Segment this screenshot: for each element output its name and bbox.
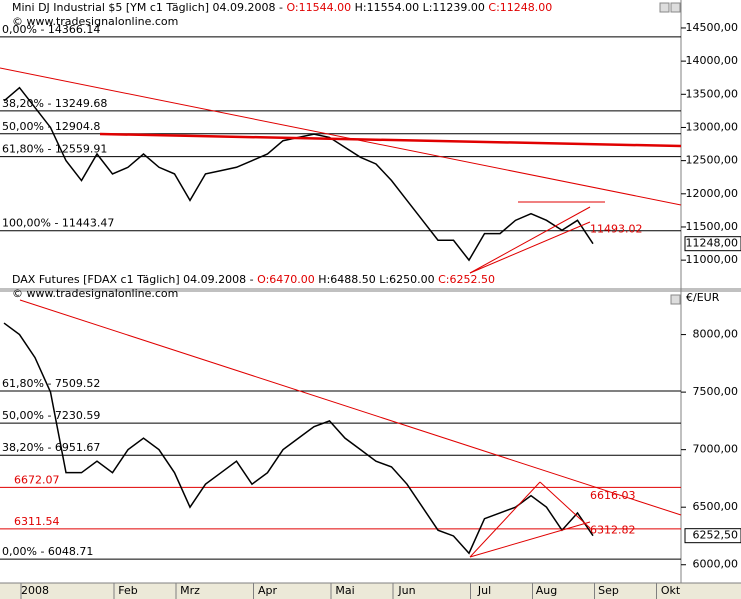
price-note: 6312.82 xyxy=(590,524,636,537)
last-price-label: 11248,00 xyxy=(686,237,739,250)
y-tick-label: 6000,00 xyxy=(693,558,739,571)
panel-button[interactable] xyxy=(670,294,681,305)
watermark: © www.tradesignalonline.com xyxy=(12,287,178,300)
trend-line xyxy=(469,221,591,274)
y-tick-label: 14500,00 xyxy=(686,21,739,34)
header-part: DAX Futures [FDAX c1 Täglich] 04.09.2008… xyxy=(12,273,257,286)
x-tick-label: Apr xyxy=(258,584,278,597)
y-tick-label: 14000,00 xyxy=(686,54,739,67)
fib-label: 50,00% - 7230.59 xyxy=(2,409,100,422)
header-part: O:6470.00 xyxy=(257,273,315,286)
header-part: C:11248.00 xyxy=(488,1,552,14)
header-part: H:11554.00 L:11239.00 xyxy=(351,1,488,14)
y-tick-label: 8000,00 xyxy=(693,328,739,341)
chart-header: DAX Futures [FDAX c1 Täglich] 04.09.2008… xyxy=(12,273,495,286)
price-line xyxy=(3,322,594,555)
x-tick-label: 2008 xyxy=(21,584,49,597)
y-tick-label: 11000,00 xyxy=(686,253,739,266)
x-tick-label: Mrz xyxy=(180,584,200,597)
fib-label: 61,80% - 12559.91 xyxy=(2,143,107,156)
fib-label: 38,20% - 13249.68 xyxy=(2,97,107,110)
panel-button[interactable] xyxy=(659,2,670,13)
y-tick-label: 11500,00 xyxy=(686,220,739,233)
last-price-label: 6252,50 xyxy=(693,529,739,542)
x-tick-label: Jun xyxy=(397,584,415,597)
x-tick-label: Mai xyxy=(335,584,354,597)
header-part: Mini DJ Industrial $5 [YM c1 Täglich] 04… xyxy=(12,1,286,14)
watermark: © www.tradesignalonline.com xyxy=(12,15,178,28)
time-axis xyxy=(0,583,741,599)
header-part: H:6488.50 L:6250.00 xyxy=(315,273,438,286)
support-label: 6672.07 xyxy=(14,473,60,486)
trend-line xyxy=(469,521,591,558)
last-price-box xyxy=(684,528,741,544)
header-part: C:6252.50 xyxy=(438,273,495,286)
trend-line xyxy=(469,206,591,274)
axis-unit: €/EUR xyxy=(686,291,720,304)
fib-label: 38,20% - 6951.67 xyxy=(2,441,100,454)
y-tick-label: 12500,00 xyxy=(686,154,739,167)
panel-separator xyxy=(0,288,741,292)
fib-label: 0,00% - 6048.71 xyxy=(2,545,93,558)
support-label: 6311.54 xyxy=(14,515,60,528)
y-tick-label: 13500,00 xyxy=(686,87,739,100)
fib-label: 100,00% - 11443.47 xyxy=(2,217,114,230)
y-tick-label: 12000,00 xyxy=(686,187,739,200)
panel-button[interactable] xyxy=(670,2,681,13)
fib-label: 0,00% - 14366.14 xyxy=(2,23,100,36)
trend-line xyxy=(19,299,682,516)
last-price-box xyxy=(684,236,741,252)
price-note: 6616.03 xyxy=(590,489,636,502)
y-tick-label: 13000,00 xyxy=(686,120,739,133)
y-tick-label: 7000,00 xyxy=(693,443,739,456)
y-tick-label: 6500,00 xyxy=(693,500,739,513)
chart-header: Mini DJ Industrial $5 [YM c1 Täglich] 04… xyxy=(12,1,552,14)
trend-line xyxy=(99,132,682,148)
price-note: 11493.02 xyxy=(590,222,643,235)
trend-line xyxy=(539,481,591,529)
x-tick-label: Sep xyxy=(598,584,619,597)
x-tick-label: Jul xyxy=(477,584,491,597)
trend-line xyxy=(0,67,682,206)
x-tick-label: Okt xyxy=(661,584,681,597)
x-tick-label: Feb xyxy=(118,584,137,597)
header-part: O:11544.00 xyxy=(286,1,351,14)
x-tick-label: Aug xyxy=(536,584,557,597)
fib-label: 50,00% - 12904.8 xyxy=(2,120,100,133)
trend-line xyxy=(469,481,541,558)
y-tick-label: 7500,00 xyxy=(693,385,739,398)
fib-label: 61,80% - 7509.52 xyxy=(2,377,100,390)
